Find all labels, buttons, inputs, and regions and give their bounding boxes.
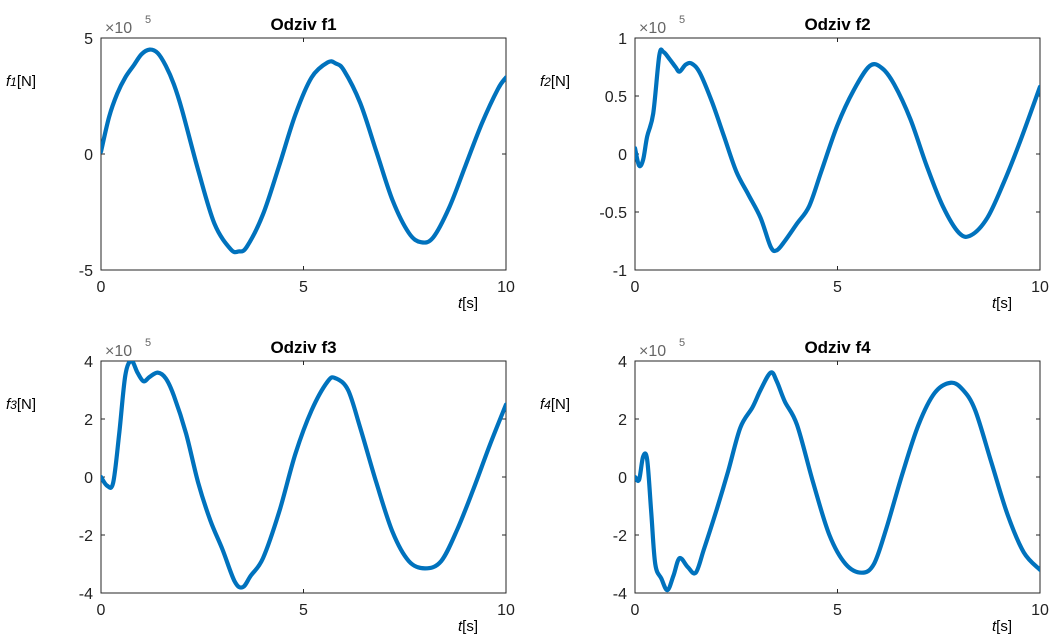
x-axis-label: t[s] xyxy=(458,295,478,312)
axes-box xyxy=(100,360,507,594)
x-tick-label: 5 xyxy=(299,602,308,619)
y-tick-label: -2 xyxy=(613,528,627,545)
exponent-power: 5 xyxy=(679,337,685,349)
x-tick-label: 10 xyxy=(497,279,515,296)
y-tick-label: -2 xyxy=(79,528,93,545)
y-axis-label: f2[N] xyxy=(540,73,570,90)
exponent-power: 5 xyxy=(145,14,151,26)
chart-title: Odziv f1 xyxy=(270,15,336,34)
x-tick-label: 10 xyxy=(1031,279,1049,296)
y-tick-label: 0.5 xyxy=(605,89,627,106)
y-tick-label: 4 xyxy=(84,354,93,371)
axes-box xyxy=(634,37,1041,271)
y-axis-label: f3[N] xyxy=(6,396,36,413)
x-tick-label: 5 xyxy=(833,602,842,619)
y-tick-label: 0 xyxy=(618,470,627,487)
x-axis-label: t[s] xyxy=(992,618,1012,635)
series-line-f3 xyxy=(101,361,506,590)
y-axis-label: f4[N] xyxy=(540,396,570,413)
y-tick-label: 1 xyxy=(618,31,627,48)
axes-box xyxy=(100,37,507,271)
subplot-3: 0 5 10 -4 -2 0 2 4 ×10 5 Odziv f3 f3[N] t[s] xyxy=(6,337,515,635)
x-tick-label: 10 xyxy=(1031,602,1049,619)
y-tick-label: 4 xyxy=(618,354,627,371)
axes-box xyxy=(634,360,1041,594)
x-tick-label: 0 xyxy=(631,279,640,296)
x-tick-label: 5 xyxy=(299,279,308,296)
y-tick-label: -1 xyxy=(613,263,627,280)
exponent-power: 5 xyxy=(145,337,151,349)
chart-title: Odziv f4 xyxy=(804,338,871,357)
chart-title: Odziv f3 xyxy=(270,338,336,357)
y-tick-label: -4 xyxy=(79,586,93,603)
series-line-f1 xyxy=(101,47,506,255)
series-line-f2 xyxy=(635,47,1040,254)
y-tick-label: 0 xyxy=(84,470,93,487)
subplot-4: 0 5 10 -4 -2 0 2 4 ×10 5 Odziv f4 f4[N] t[s] xyxy=(540,337,1049,635)
y-tick-label: 0 xyxy=(618,147,627,164)
x-tick-label: 0 xyxy=(97,279,106,296)
y-tick-label: 0 xyxy=(84,147,93,164)
exponent-label: ×10 xyxy=(105,343,132,360)
y-tick-label: -4 xyxy=(613,586,627,603)
x-tick-label: 5 xyxy=(833,279,842,296)
subplot-2: 0 5 10 -1 -0.5 0 0.5 1 ×10 5 Odziv f2 f2[N] t[s] xyxy=(540,14,1049,312)
exponent-label: ×10 xyxy=(105,20,132,37)
y-tick-label: -5 xyxy=(79,263,93,280)
exponent-label: ×10 xyxy=(639,20,666,37)
series-line-f4 xyxy=(635,370,1040,593)
x-tick-label: 0 xyxy=(97,602,106,619)
y-tick-label: 2 xyxy=(618,412,627,429)
x-tick-label: 0 xyxy=(631,602,640,619)
x-tick-label: 10 xyxy=(497,602,515,619)
x-axis-label: t[s] xyxy=(992,295,1012,312)
y-tick-label: -0.5 xyxy=(599,205,627,222)
exponent-label: ×10 xyxy=(639,343,666,360)
exponent-power: 5 xyxy=(679,14,685,26)
y-tick-label: 2 xyxy=(84,412,93,429)
y-tick-label: 5 xyxy=(84,31,93,48)
chart-title: Odziv f2 xyxy=(804,15,870,34)
x-axis-label: t[s] xyxy=(458,618,478,635)
y-axis-label: f1[N] xyxy=(6,73,36,90)
